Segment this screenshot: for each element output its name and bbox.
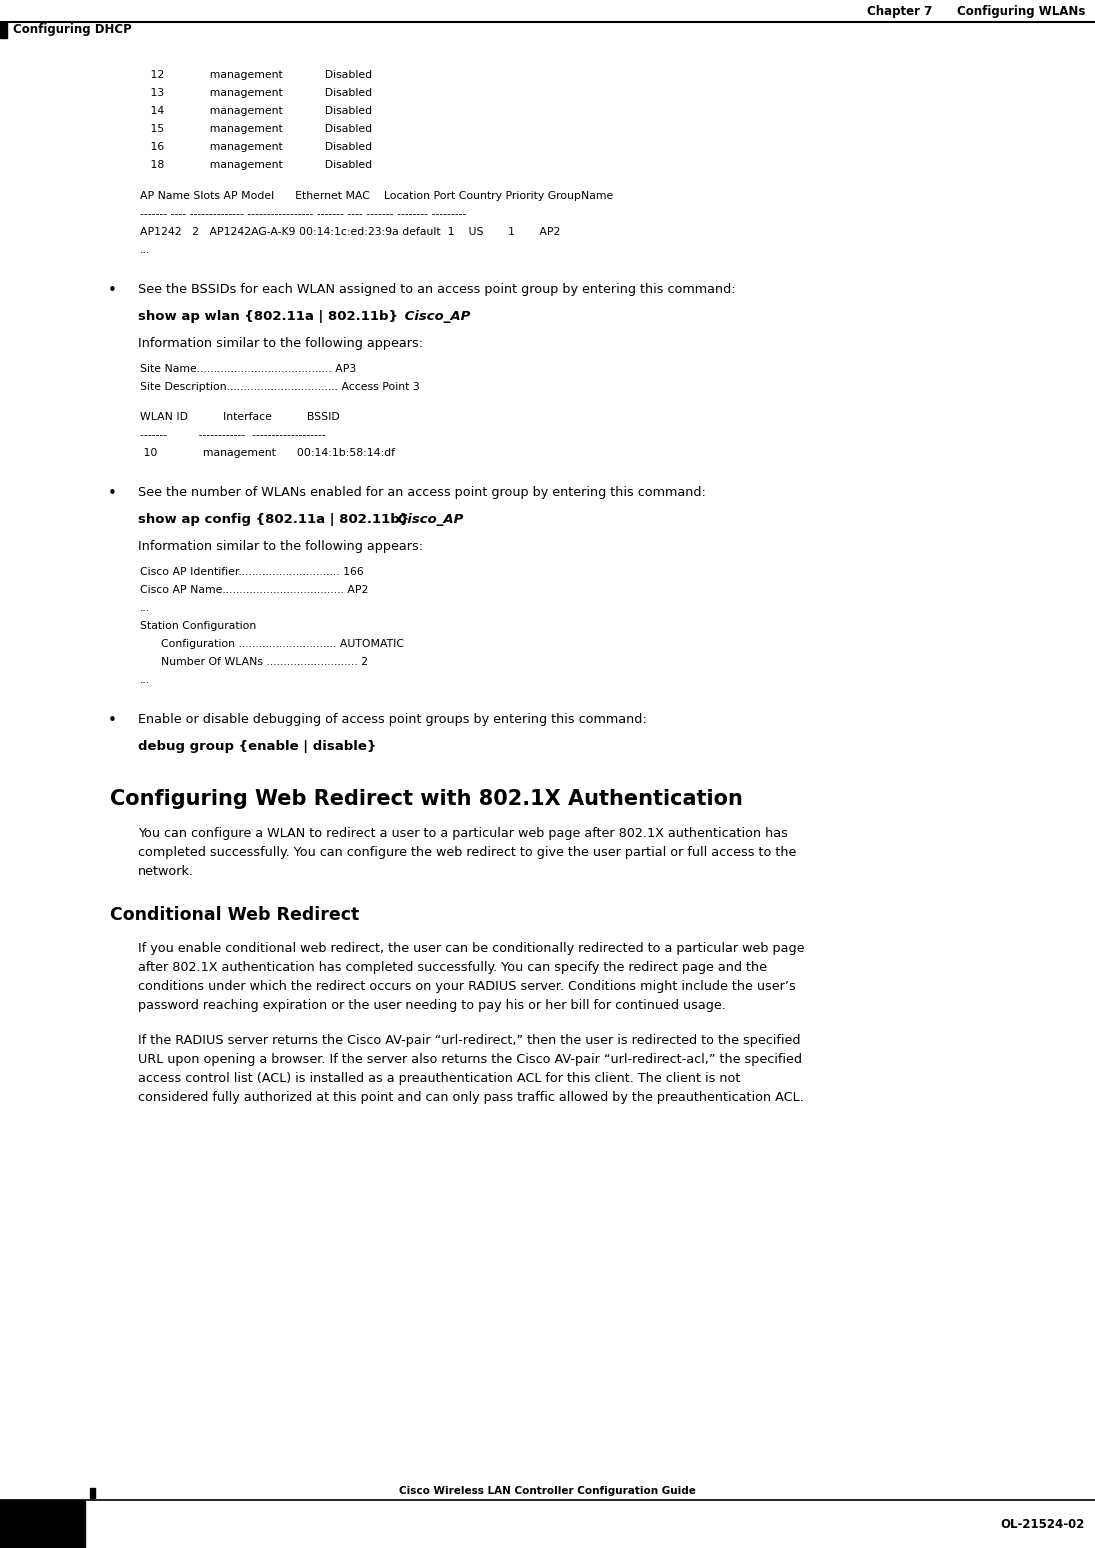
Text: after 802.1X authentication has completed successfully. You can specify the redi: after 802.1X authentication has complete… (138, 961, 766, 974)
Text: See the BSSIDs for each WLAN assigned to an access point group by entering this : See the BSSIDs for each WLAN assigned to… (138, 283, 736, 296)
Text: Station Configuration: Station Configuration (140, 621, 256, 632)
Text: WLAN ID          Interface          BSSID: WLAN ID Interface BSSID (140, 412, 339, 423)
Text: Configuration ............................. AUTOMATIC: Configuration ..........................… (140, 639, 404, 649)
Text: 18             management            Disabled: 18 management Disabled (140, 159, 372, 170)
Text: show ap config {802.11a | 802.11b}: show ap config {802.11a | 802.11b} (138, 514, 410, 526)
Text: completed successfully. You can configure the web redirect to give the user part: completed successfully. You can configur… (138, 847, 796, 859)
Text: Cisco_AP: Cisco_AP (400, 310, 471, 322)
Bar (0, 1500, 85, 1548)
Text: •: • (108, 486, 117, 502)
Text: Cisco_AP: Cisco_AP (393, 514, 463, 526)
Text: OL-21524-02: OL-21524-02 (1001, 1517, 1085, 1531)
Text: •: • (108, 283, 117, 297)
Text: •: • (108, 714, 117, 728)
Text: -------         ------------  -------------------: ------- ------------ ------------------- (140, 430, 325, 440)
Text: ...: ... (140, 675, 150, 686)
Text: AP Name Slots AP Model      Ethernet MAC    Location Port Country Priority Group: AP Name Slots AP Model Ethernet MAC Loca… (140, 190, 613, 201)
Text: Conditional Web Redirect: Conditional Web Redirect (110, 906, 359, 924)
Text: debug group {enable | disable}: debug group {enable | disable} (138, 740, 377, 754)
Text: 10             management      00:14:1b:58:14:df: 10 management 00:14:1b:58:14:df (140, 449, 395, 458)
Text: Site Description................................. Access Point 3: Site Description........................… (140, 382, 419, 392)
Text: show ap wlan {802.11a | 802.11b}: show ap wlan {802.11a | 802.11b} (138, 310, 397, 322)
Text: Cisco AP Identifier.............................. 166: Cisco AP Identifier.....................… (140, 567, 364, 577)
Text: 12             management            Disabled: 12 management Disabled (140, 70, 372, 80)
Text: Configuring DHCP: Configuring DHCP (13, 23, 131, 37)
Text: ...: ... (140, 604, 150, 613)
Text: URL upon opening a browser. If the server also returns the Cisco AV-pair “url-re: URL upon opening a browser. If the serve… (138, 1053, 802, 1067)
Text: network.: network. (138, 865, 194, 878)
Text: If you enable conditional web redirect, the user can be conditionally redirected: If you enable conditional web redirect, … (138, 943, 805, 955)
Text: 16             management            Disabled: 16 management Disabled (140, 142, 372, 152)
Text: Information similar to the following appears:: Information similar to the following app… (138, 540, 423, 553)
Text: 15             management            Disabled: 15 management Disabled (140, 124, 372, 135)
Text: conditions under which the redirect occurs on your RADIUS server. Conditions mig: conditions under which the redirect occu… (138, 980, 796, 994)
Text: Cisco Wireless LAN Controller Configuration Guide: Cisco Wireless LAN Controller Configurat… (399, 1486, 696, 1495)
Text: ...: ... (140, 245, 150, 254)
Text: Enable or disable debugging of access point groups by entering this command:: Enable or disable debugging of access po… (138, 714, 647, 726)
Text: Chapter 7      Configuring WLANs: Chapter 7 Configuring WLANs (866, 5, 1085, 19)
Text: See the number of WLANs enabled for an access point group by entering this comma: See the number of WLANs enabled for an a… (138, 486, 706, 498)
Text: 13             management            Disabled: 13 management Disabled (140, 88, 372, 98)
Text: password reaching expiration or the user needing to pay his or her bill for cont: password reaching expiration or the user… (138, 998, 726, 1012)
Text: Information similar to the following appears:: Information similar to the following app… (138, 336, 423, 350)
Bar (90, 1488, 95, 1498)
Text: Configuring Web Redirect with 802.1X Authentication: Configuring Web Redirect with 802.1X Aut… (110, 789, 742, 810)
Text: ------- ---- -------------- ----------------- ------- ---- ------- -------- ----: ------- ---- -------------- ------------… (140, 209, 466, 218)
Text: Number Of WLANs ........................... 2: Number Of WLANs ........................… (140, 658, 368, 667)
Text: AP1242   2   AP1242AG-A-K9 00:14:1c:ed:23:9a default  1    US       1       AP2: AP1242 2 AP1242AG-A-K9 00:14:1c:ed:23:9a… (140, 226, 561, 237)
Text: 14             management            Disabled: 14 management Disabled (140, 105, 372, 116)
Text: considered fully authorized at this point and can only pass traffic allowed by t: considered fully authorized at this poin… (138, 1091, 804, 1104)
Text: access control list (ACL) is installed as a preauthentication ACL for this clien: access control list (ACL) is installed a… (138, 1073, 740, 1085)
Text: You can configure a WLAN to redirect a user to a particular web page after 802.1: You can configure a WLAN to redirect a u… (138, 827, 788, 841)
Text: Cisco AP Name.................................... AP2: Cisco AP Name...........................… (140, 585, 368, 594)
Text: 7-62: 7-62 (25, 1517, 60, 1531)
Text: Site Name........................................ AP3: Site Name...............................… (140, 364, 356, 373)
Text: If the RADIUS server returns the Cisco AV-pair “url-redirect,” then the user is : If the RADIUS server returns the Cisco A… (138, 1034, 800, 1046)
Bar (0, 22, 7, 39)
